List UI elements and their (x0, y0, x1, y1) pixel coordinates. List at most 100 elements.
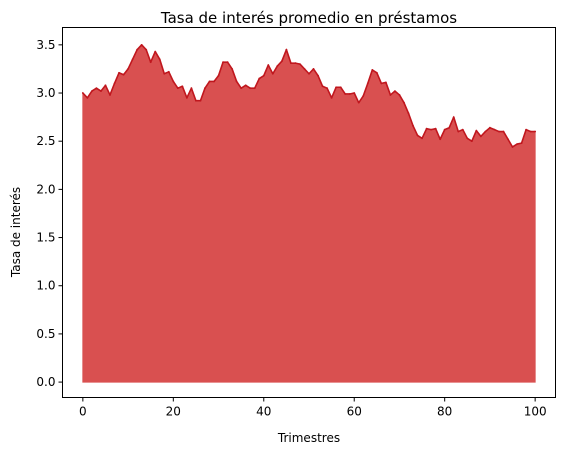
data-point (407, 112, 410, 115)
data-point (308, 72, 310, 75)
y-tick-label: 2.5 (36, 134, 55, 148)
data-point (185, 96, 188, 99)
x-axis: 0 20 40 60 80 100 (79, 397, 547, 419)
data-point (190, 87, 193, 90)
data-point (339, 86, 342, 89)
data-point (335, 86, 338, 89)
data-point (127, 68, 129, 70)
data-point (362, 95, 365, 97)
data-point (154, 50, 157, 53)
plot-area (82, 44, 536, 383)
x-tick-label: 0 (79, 405, 87, 419)
data-point (398, 94, 401, 96)
data-point (421, 137, 423, 140)
data-points (81, 43, 537, 148)
data-point (321, 85, 324, 88)
x-tick-label: 40 (256, 405, 271, 419)
data-point (443, 128, 446, 131)
axes-frame (62, 27, 556, 398)
data-point (330, 96, 333, 99)
data-point (448, 126, 451, 129)
data-point (366, 82, 369, 85)
data-point (479, 135, 482, 138)
data-point (113, 82, 116, 85)
data-point (235, 80, 238, 83)
x-axis-label: Trimestres (277, 431, 340, 445)
data-point (81, 92, 84, 94)
data-point (131, 58, 134, 61)
data-point (353, 92, 356, 94)
data-point (104, 84, 107, 87)
data-point (208, 80, 211, 83)
y-tick-label: 3.0 (36, 86, 55, 100)
data-point (507, 138, 509, 141)
data-point (253, 87, 256, 90)
y-tick-label: 2.0 (36, 182, 55, 196)
data-point (434, 127, 437, 130)
data-point (258, 77, 261, 80)
data-point (326, 87, 328, 90)
data-point (122, 73, 125, 76)
data-point (317, 74, 319, 77)
data-point (145, 48, 148, 51)
data-point (502, 130, 505, 133)
x-tick-label: 100 (524, 405, 547, 419)
data-point (158, 58, 161, 61)
data-point (136, 48, 139, 51)
data-point (344, 93, 347, 95)
data-point (430, 128, 433, 131)
data-point (534, 130, 537, 133)
data-point (299, 63, 301, 66)
data-point (452, 116, 455, 119)
y-axis: 0.0 0.5 1.0 1.5 2.0 2.5 3.0 3.5 (36, 38, 63, 389)
data-point (280, 60, 283, 63)
data-point (217, 74, 220, 77)
y-tick-label: 0.5 (36, 327, 55, 341)
data-point (195, 99, 197, 102)
data-point (461, 128, 464, 131)
data-point (118, 71, 120, 74)
data-point (213, 80, 215, 83)
data-point (290, 62, 292, 65)
data-point (204, 87, 206, 90)
data-point (163, 72, 166, 75)
data-point (489, 126, 491, 129)
data-point (249, 87, 252, 90)
data-point (95, 87, 98, 90)
data-point (172, 80, 175, 83)
data-point (149, 61, 152, 64)
data-point (529, 130, 532, 133)
y-tick-label: 3.5 (36, 38, 55, 52)
data-point (375, 71, 378, 74)
data-point (231, 68, 234, 70)
series-area-fill (82, 44, 536, 383)
data-point (86, 96, 89, 99)
y-axis-label: Tasa de interés (9, 187, 23, 278)
x-tick-label: 60 (347, 405, 362, 419)
data-point (91, 90, 93, 92)
data-point (457, 130, 460, 133)
data-point (109, 94, 111, 96)
data-point (285, 48, 288, 51)
data-point (525, 128, 527, 131)
data-point (384, 81, 387, 84)
data-point (357, 101, 360, 104)
data-point (394, 90, 396, 92)
data-point (484, 130, 487, 133)
data-point (267, 64, 270, 66)
data-point (140, 43, 143, 46)
y-tick-label: 1.5 (36, 231, 55, 245)
x-tick-label: 80 (437, 405, 452, 419)
data-point (199, 99, 202, 102)
y-tick-label: 1.0 (36, 279, 55, 293)
data-point (520, 142, 523, 145)
data-point (403, 101, 405, 104)
data-point (466, 137, 469, 140)
y-tick-label: 0.0 (36, 375, 55, 389)
data-point (226, 61, 229, 64)
data-point (222, 61, 224, 64)
data-point (348, 93, 351, 95)
data-point (498, 130, 500, 133)
data-point (371, 69, 374, 71)
